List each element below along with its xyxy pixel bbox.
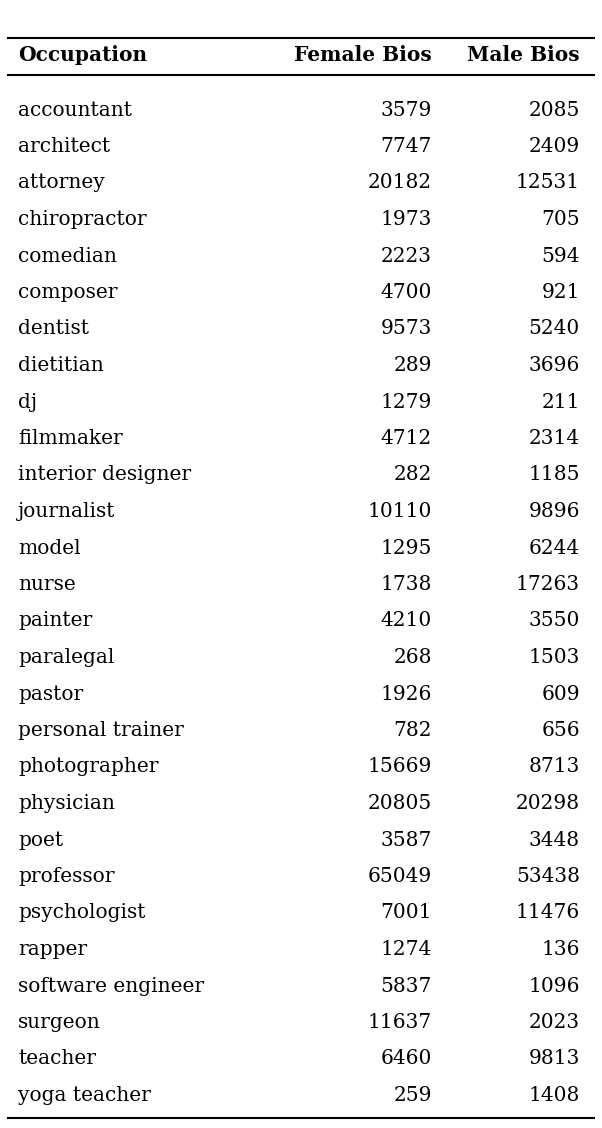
Text: personal trainer: personal trainer: [18, 721, 184, 740]
Text: teacher: teacher: [18, 1049, 96, 1068]
Text: 2023: 2023: [529, 1013, 580, 1032]
Text: 259: 259: [394, 1086, 432, 1105]
Text: surgeon: surgeon: [18, 1013, 101, 1032]
Text: 3696: 3696: [529, 356, 580, 374]
Text: pastor: pastor: [18, 685, 83, 704]
Text: 9813: 9813: [529, 1049, 580, 1068]
Text: 705: 705: [541, 210, 580, 229]
Text: software engineer: software engineer: [18, 977, 204, 996]
Text: 3550: 3550: [529, 611, 580, 631]
Text: accountant: accountant: [18, 100, 132, 120]
Text: 1295: 1295: [380, 538, 432, 557]
Text: 65049: 65049: [368, 867, 432, 885]
Text: 211: 211: [542, 393, 580, 412]
Text: 53438: 53438: [516, 867, 580, 885]
Text: photographer: photographer: [18, 758, 158, 776]
Text: 5837: 5837: [380, 977, 432, 996]
Text: 2409: 2409: [529, 136, 580, 156]
Text: 4700: 4700: [380, 283, 432, 302]
Text: 289: 289: [394, 356, 432, 374]
Text: 2085: 2085: [529, 100, 580, 120]
Text: 3448: 3448: [529, 830, 580, 849]
Text: 1926: 1926: [380, 685, 432, 704]
Text: model: model: [18, 538, 81, 557]
Text: 8713: 8713: [529, 758, 580, 776]
Text: 656: 656: [541, 721, 580, 740]
Text: paralegal: paralegal: [18, 647, 114, 667]
Text: attorney: attorney: [18, 174, 105, 193]
Text: interior designer: interior designer: [18, 466, 191, 485]
Text: poet: poet: [18, 830, 63, 849]
Text: 3587: 3587: [380, 830, 432, 849]
Text: 782: 782: [394, 721, 432, 740]
Text: 1279: 1279: [380, 393, 432, 412]
Text: 11637: 11637: [368, 1013, 432, 1032]
Text: 1274: 1274: [380, 940, 432, 959]
Text: 6460: 6460: [380, 1049, 432, 1068]
Text: 4210: 4210: [380, 611, 432, 631]
Text: 136: 136: [542, 940, 580, 959]
Text: architect: architect: [18, 136, 110, 156]
Text: 1096: 1096: [529, 977, 580, 996]
Text: 1738: 1738: [380, 575, 432, 594]
Text: rapper: rapper: [18, 940, 87, 959]
Text: Male Bios: Male Bios: [467, 45, 580, 65]
Text: dj: dj: [18, 393, 37, 412]
Text: nurse: nurse: [18, 575, 76, 594]
Text: 20298: 20298: [516, 794, 580, 813]
Text: 20805: 20805: [368, 794, 432, 813]
Text: dentist: dentist: [18, 319, 89, 338]
Text: physician: physician: [18, 794, 115, 813]
Text: 4712: 4712: [380, 429, 432, 448]
Text: 12531: 12531: [516, 174, 580, 193]
Text: 20182: 20182: [368, 174, 432, 193]
Text: 9573: 9573: [380, 319, 432, 338]
Text: Female Bios: Female Bios: [294, 45, 432, 65]
Text: 6244: 6244: [529, 538, 580, 557]
Text: filmmaker: filmmaker: [18, 429, 123, 448]
Text: 921: 921: [542, 283, 580, 302]
Text: 15669: 15669: [368, 758, 432, 776]
Text: 10110: 10110: [368, 502, 432, 521]
Text: 268: 268: [394, 647, 432, 667]
Text: 7747: 7747: [380, 136, 432, 156]
Text: 1185: 1185: [529, 466, 580, 485]
Text: 17263: 17263: [516, 575, 580, 594]
Text: dietitian: dietitian: [18, 356, 104, 374]
Text: 1503: 1503: [529, 647, 580, 667]
Text: 609: 609: [541, 685, 580, 704]
Text: comedian: comedian: [18, 247, 117, 265]
Text: psychologist: psychologist: [18, 904, 146, 923]
Text: Occupation: Occupation: [18, 45, 147, 65]
Text: 9896: 9896: [529, 502, 580, 521]
Text: 1408: 1408: [529, 1086, 580, 1105]
Text: professor: professor: [18, 867, 114, 885]
Text: 594: 594: [542, 247, 580, 265]
Text: 7001: 7001: [380, 904, 432, 923]
Text: 11476: 11476: [516, 904, 580, 923]
Text: 5240: 5240: [529, 319, 580, 338]
Text: journalist: journalist: [18, 502, 116, 521]
Text: 2314: 2314: [529, 429, 580, 448]
Text: painter: painter: [18, 611, 92, 631]
Text: 3579: 3579: [380, 100, 432, 120]
Text: 1973: 1973: [380, 210, 432, 229]
Text: 282: 282: [394, 466, 432, 485]
Text: chiropractor: chiropractor: [18, 210, 147, 229]
Text: composer: composer: [18, 283, 117, 302]
Text: yoga teacher: yoga teacher: [18, 1086, 151, 1105]
Text: 2223: 2223: [381, 247, 432, 265]
